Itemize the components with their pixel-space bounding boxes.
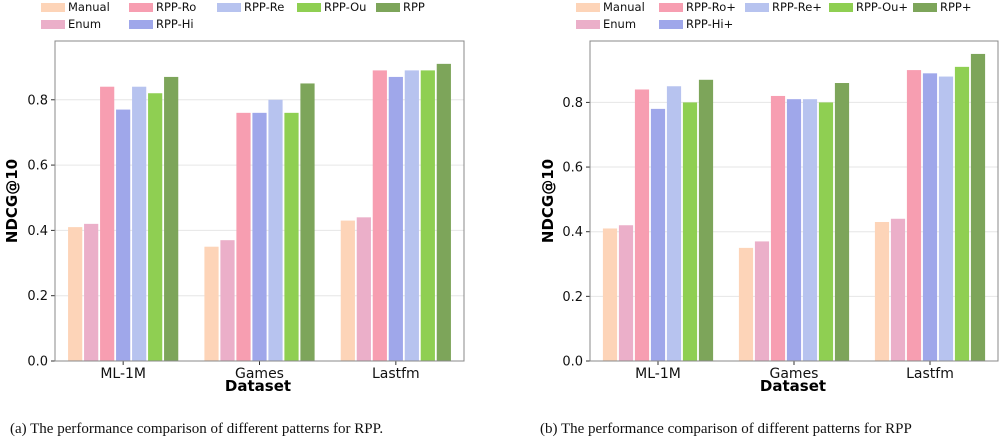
x-tick-label: Lastfm xyxy=(372,366,420,382)
legend-swatch xyxy=(41,3,65,12)
bar xyxy=(890,218,906,361)
legend-label: RPP-Ro+ xyxy=(686,0,736,14)
bar xyxy=(602,228,618,361)
x-axis-label: Dataset xyxy=(225,377,291,395)
legend-label: RPP-Re xyxy=(244,0,284,14)
legend-label: Manual xyxy=(68,0,110,14)
x-tick-label: ML-1M xyxy=(635,366,681,382)
bar xyxy=(618,225,634,361)
legend-label: Manual xyxy=(603,0,645,14)
bar xyxy=(268,99,283,361)
y-tick-label: 0.0 xyxy=(27,355,48,370)
bar xyxy=(236,112,251,361)
caption-b: (b) The performance comparison of differ… xyxy=(540,421,912,437)
bar xyxy=(388,76,403,361)
bar xyxy=(404,70,419,361)
bar xyxy=(770,95,786,361)
plot-frame xyxy=(54,40,465,362)
legend-swatch xyxy=(576,20,600,29)
bar xyxy=(84,223,99,361)
legend-swatch xyxy=(129,3,153,12)
x-tick-label: ML-1M xyxy=(100,366,146,382)
caption-a: (a) The performance comparison of differ… xyxy=(10,421,384,437)
bar xyxy=(148,93,163,361)
bar xyxy=(220,240,235,361)
y-tick-label: 0.2 xyxy=(562,290,583,305)
bar xyxy=(754,241,770,361)
legend-swatch xyxy=(217,3,241,12)
bar xyxy=(906,70,922,361)
legend-label: RPP-Ou xyxy=(324,0,366,14)
y-axis-label: NDCG@10 xyxy=(539,159,557,243)
legend-label: RPP-Re+ xyxy=(772,0,822,14)
y-axis-label: NDCG@10 xyxy=(3,159,21,243)
legend-label: RPP xyxy=(403,0,425,14)
bar xyxy=(204,246,219,361)
bar xyxy=(132,86,147,361)
legend-label: Enum xyxy=(603,17,636,31)
legend-swatch xyxy=(576,3,600,12)
y-tick-label: 0.2 xyxy=(27,289,48,304)
y-tick-label: 0.6 xyxy=(27,159,48,174)
x-tick-label: Lastfm xyxy=(906,366,954,382)
bar xyxy=(922,73,938,361)
bar xyxy=(938,76,954,362)
y-tick-label: 0.6 xyxy=(562,161,583,176)
bar xyxy=(100,86,115,361)
y-tick-label: 0.8 xyxy=(27,93,48,108)
bar xyxy=(698,79,714,362)
legend-label: RPP-Hi xyxy=(156,17,194,31)
bar xyxy=(436,63,451,361)
legend-swatch xyxy=(745,3,769,12)
bar xyxy=(802,99,818,361)
y-tick-label: 0.4 xyxy=(27,224,48,239)
legend-swatch xyxy=(376,3,400,12)
legend-swatch xyxy=(659,3,683,12)
plot-frame xyxy=(589,40,999,362)
bar xyxy=(738,247,754,361)
bar xyxy=(252,112,267,361)
bar xyxy=(834,83,850,361)
bar xyxy=(68,227,83,361)
bar xyxy=(420,70,435,361)
chart-a: 0.0 0.2 0.4 0.6 0.8 ML-1M Games Lastfm Dataset ND… xyxy=(3,0,465,395)
y-tick-label: 0.4 xyxy=(562,225,583,240)
bar xyxy=(340,220,355,361)
bar xyxy=(970,53,986,362)
legend-label: RPP-Ro xyxy=(156,0,196,14)
legend-label: Enum xyxy=(68,17,101,31)
legend-label: RPP-Hi+ xyxy=(686,17,733,31)
bar xyxy=(650,108,666,361)
bar xyxy=(874,222,890,361)
bar xyxy=(818,102,834,362)
legend-label: RPP+ xyxy=(940,0,972,14)
legend-swatch xyxy=(297,3,321,12)
bar xyxy=(954,66,970,362)
bar xyxy=(682,102,698,362)
x-tick-label: Games xyxy=(235,366,284,382)
bar xyxy=(284,112,299,361)
y-tick-label: 0.8 xyxy=(562,96,583,111)
y-tick-label: 0.0 xyxy=(562,355,583,370)
x-axis-label: Dataset xyxy=(760,377,826,395)
legend-swatch xyxy=(829,3,853,12)
bar xyxy=(666,86,682,361)
legend-swatch xyxy=(913,3,937,12)
x-tick-label: Games xyxy=(770,366,819,382)
legend-swatch xyxy=(41,20,65,29)
bar xyxy=(300,83,315,362)
bar xyxy=(372,70,387,361)
bar xyxy=(634,89,650,361)
bar xyxy=(116,109,131,361)
legend-swatch xyxy=(659,20,683,29)
chart-b: 0.0 0.2 0.4 0.6 0.8 ML-1M Games Lastfm Dataset ND… xyxy=(539,0,999,395)
legend-swatch xyxy=(129,20,153,29)
bar xyxy=(356,217,371,361)
bar xyxy=(164,76,179,361)
legend-label: RPP-Ou+ xyxy=(856,0,908,14)
bar xyxy=(786,99,802,361)
